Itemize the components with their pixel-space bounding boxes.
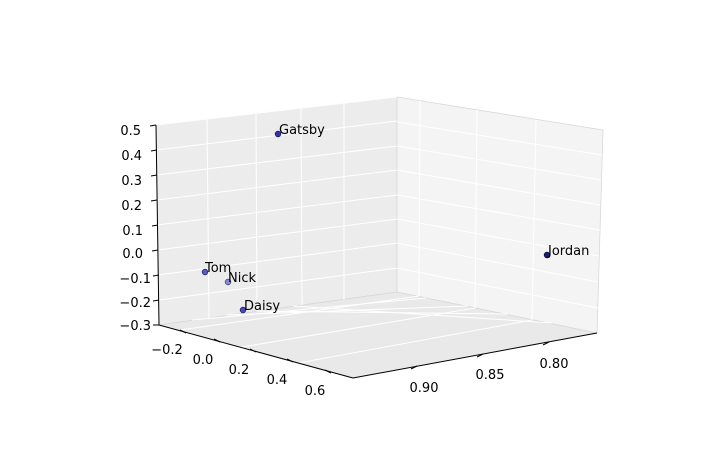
z-tick-label: −0.1 <box>119 272 151 287</box>
back-right-pane <box>396 96 604 334</box>
y-tick-label: 0.85 <box>476 368 505 383</box>
y-tick-label: 0.90 <box>410 381 439 396</box>
x-tick-label: 0.6 <box>305 384 326 399</box>
z-tick-label: 0.3 <box>121 174 142 189</box>
z-tick-label: 0.4 <box>121 149 142 164</box>
point-label-tom: Tom <box>204 261 231 276</box>
z-tick-label: 0.2 <box>121 199 142 214</box>
z-tick-label: 0.1 <box>122 224 143 239</box>
z-tick-label: −0.2 <box>119 296 151 311</box>
data-points <box>201 130 551 314</box>
point-tom <box>201 268 209 276</box>
grid-floor <box>179 295 553 365</box>
point-gatsby <box>274 130 282 138</box>
y-tick-labels: 0.90 0.85 0.80 <box>410 357 569 396</box>
z-axis-ticks <box>149 124 160 326</box>
x-tick-label: 0.2 <box>229 363 250 378</box>
x-tick-label: 0.0 <box>193 353 214 368</box>
x-tick-label: 0.4 <box>267 373 288 388</box>
z-tick-label: 0.0 <box>122 247 143 262</box>
point-jordan <box>543 251 551 259</box>
point-label-nick: Nick <box>228 271 256 286</box>
z-tick-label: −0.3 <box>119 319 151 334</box>
y-axis-ticks <box>410 341 550 370</box>
grid-right <box>396 100 603 321</box>
grid-left-vertical <box>206 103 345 319</box>
z-tick-labels: 0.5 0.4 0.3 0.2 0.1 0.0 −0.1 −0.2 −0.3 <box>119 124 151 334</box>
point-label-daisy: Daisy <box>244 299 280 314</box>
point-labels: Gatsby Jordan Tom Nick Daisy <box>204 123 589 314</box>
x-axis-ticks <box>179 329 332 374</box>
x-tick-labels: −0.2 0.0 0.2 0.4 0.6 <box>151 343 325 399</box>
point-daisy <box>239 306 247 314</box>
point-nick <box>224 278 232 286</box>
point-label-jordan: Jordan <box>547 244 589 259</box>
z-tick-label: 0.5 <box>120 124 141 139</box>
y-tick-label: 0.80 <box>540 357 569 372</box>
point-label-gatsby: Gatsby <box>279 123 325 138</box>
x-tick-label: −0.2 <box>151 343 183 358</box>
